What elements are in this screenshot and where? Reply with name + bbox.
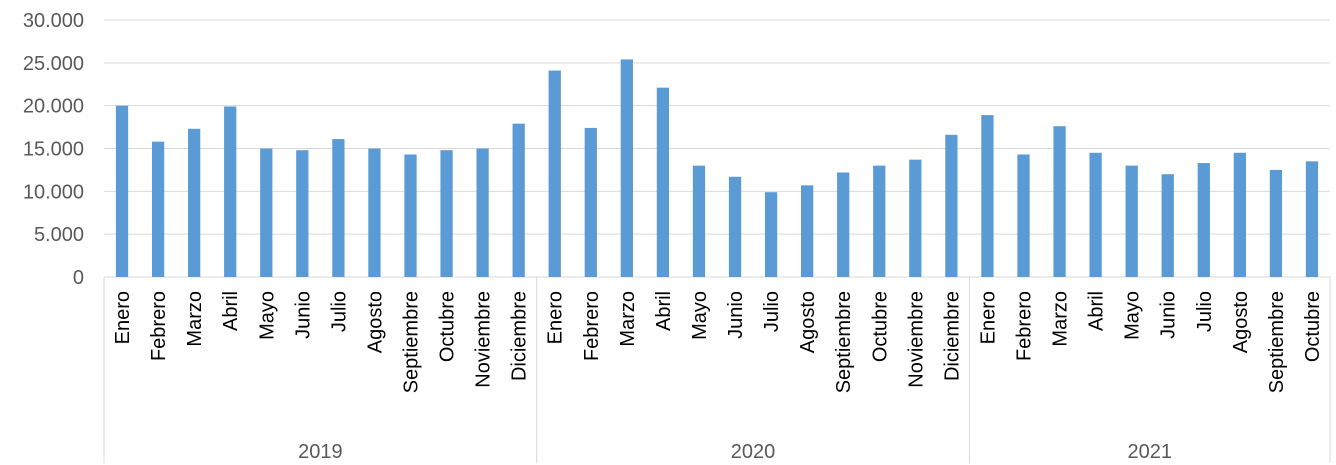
bar-2019-junio (296, 150, 309, 277)
bar-2020-enero (548, 70, 561, 277)
bar-2020-noviembre (909, 159, 922, 277)
bar-2020-septiembre (837, 172, 850, 277)
bar-2019-octubre (440, 150, 453, 277)
x-tick-label: Noviembre (905, 291, 927, 388)
bar-2021-mayo (1125, 165, 1138, 277)
x-tick-label: Mayo (689, 291, 711, 340)
bar-2019-julio (332, 139, 345, 277)
bar-2020-diciembre (945, 134, 958, 277)
x-tick-label: Julio (1194, 291, 1216, 332)
group-label-2019: 2019 (298, 441, 343, 463)
x-tick-label: Septiembre (401, 291, 423, 393)
x-tick-label: Septiembre (833, 291, 855, 393)
x-tick-label: Diciembre (941, 291, 963, 381)
bar-2019-mayo (260, 148, 273, 277)
bar-2021-marzo (1053, 126, 1066, 277)
bar-2020-octubre (873, 165, 886, 277)
x-tick-label: Noviembre (473, 291, 495, 388)
x-tick-label: Febrero (1014, 291, 1036, 361)
bar-2021-febrero (1017, 154, 1030, 277)
x-tick-label: Enero (977, 291, 999, 344)
x-tick-label: Abril (220, 291, 242, 331)
x-tick-label: Enero (112, 291, 134, 344)
x-tick-label: Febrero (581, 291, 603, 361)
bar-2021-octubre (1305, 161, 1319, 277)
x-tick-label: Octubre (1302, 291, 1324, 362)
x-tick-label: Agosto (1230, 291, 1252, 353)
x-tick-label: Mayo (256, 291, 278, 340)
bar-2020-mayo (692, 165, 706, 277)
x-tick-label: Junio (292, 291, 314, 339)
bar-2019-agosto (368, 148, 381, 277)
bar-2021-abril (1089, 152, 1102, 277)
x-tick-label: Octubre (437, 291, 459, 362)
bar-2019-septiembre (404, 154, 417, 277)
x-tick-label: Marzo (184, 291, 206, 347)
group-label-2020: 2020 (731, 441, 776, 463)
x-tick-label: Mayo (1122, 291, 1144, 340)
x-tick-label: Junio (725, 291, 747, 339)
y-tick-label: 30.000 (23, 10, 84, 32)
bar-2020-junio (728, 176, 742, 277)
x-tick-label: Agosto (797, 291, 819, 353)
bar-2020-marzo (620, 59, 633, 278)
y-tick-label: 20.000 (23, 96, 84, 118)
bar-2021-enero (981, 115, 994, 277)
y-tick-label: 15.000 (23, 139, 84, 161)
y-tick-label: 0 (73, 267, 84, 289)
x-tick-label: Enero (545, 291, 567, 344)
bar-2019-marzo (188, 128, 201, 277)
bar-2020-agosto (801, 185, 814, 277)
bar-2019-diciembre (512, 123, 525, 277)
bar-2019-noviembre (476, 148, 489, 277)
x-tick-label: Agosto (364, 291, 386, 353)
x-tick-label: Abril (653, 291, 675, 331)
bar-2019-abril (224, 106, 237, 277)
bar-2019-febrero (151, 141, 165, 277)
y-tick-label: 25.000 (23, 53, 84, 75)
bar-2020-abril (656, 87, 670, 277)
x-tick-label: Abril (1086, 291, 1108, 331)
bar-2021-junio (1161, 174, 1174, 277)
x-tick-label: Junio (1158, 291, 1180, 339)
bar-2021-agosto (1233, 152, 1246, 277)
bar-2021-septiembre (1269, 169, 1283, 277)
x-tick-label: Octubre (869, 291, 891, 362)
bar-2021-julio (1197, 163, 1210, 277)
bar-2020-febrero (584, 127, 597, 277)
x-tick-label: Septiembre (1266, 291, 1288, 393)
x-tick-label: Marzo (1050, 291, 1072, 347)
bar-2020-julio (764, 192, 778, 277)
y-tick-label: 10.000 (23, 181, 84, 203)
x-tick-label: Marzo (617, 291, 639, 347)
x-tick-label: Julio (761, 291, 783, 332)
x-tick-label: Febrero (148, 291, 170, 361)
y-tick-label: 5.000 (34, 224, 84, 246)
bar-2019-enero (115, 105, 129, 278)
x-tick-label: Diciembre (509, 291, 531, 381)
group-label-2021: 2021 (1127, 441, 1172, 463)
x-tick-label: Julio (328, 291, 350, 332)
